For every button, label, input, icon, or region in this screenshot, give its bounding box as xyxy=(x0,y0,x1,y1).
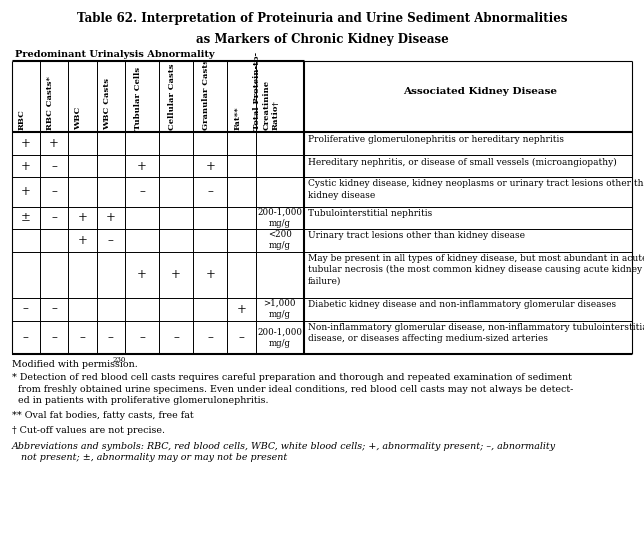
Text: Diabetic kidney disease and non-inflammatory glomerular diseases: Diabetic kidney disease and non-inflamma… xyxy=(308,300,616,309)
Text: Tubular Cells: Tubular Cells xyxy=(134,67,142,130)
Text: +: + xyxy=(171,268,181,281)
Text: May be present in all types of kidney disease, but most abundant in acute
tubula: May be present in all types of kidney di… xyxy=(308,254,644,285)
Text: WBC: WBC xyxy=(75,106,82,130)
Text: –: – xyxy=(238,331,245,344)
Text: –: – xyxy=(51,212,57,224)
Text: –: – xyxy=(139,331,145,344)
Text: Associated Kidney Disease: Associated Kidney Disease xyxy=(402,87,557,96)
Text: Abbreviations and symbols: RBC, red blood cells, WBC, white blood cells; +, abno: Abbreviations and symbols: RBC, red bloo… xyxy=(12,442,556,462)
Text: Predominant Urinalysis Abnormality: Predominant Urinalysis Abnormality xyxy=(15,50,214,59)
Text: +: + xyxy=(236,302,247,316)
Text: +: + xyxy=(205,160,215,173)
Text: +: + xyxy=(21,160,31,173)
Text: Urinary tract lesions other than kidney disease: Urinary tract lesions other than kidney … xyxy=(308,231,525,240)
Text: WBC Casts: WBC Casts xyxy=(103,78,111,130)
Text: 200-1,000
mg/g: 200-1,000 mg/g xyxy=(258,328,302,347)
Text: –: – xyxy=(207,331,213,344)
Text: +: + xyxy=(49,137,59,150)
Text: * Detection of red blood cell casts requires careful preparation and thorough an: * Detection of red blood cell casts requ… xyxy=(12,373,573,405)
Text: –: – xyxy=(173,331,179,344)
Text: –: – xyxy=(51,185,57,199)
Text: >1,000
mg/g: >1,000 mg/g xyxy=(263,299,296,319)
Text: –: – xyxy=(51,331,57,344)
Text: Table 62. Interpretation of Proteinuria and Urine Sediment Abnormalities: Table 62. Interpretation of Proteinuria … xyxy=(77,12,567,25)
Text: ±: ± xyxy=(21,212,31,224)
Text: Cystic kidney disease, kidney neoplasms or urinary tract lesions other than
kidn: Cystic kidney disease, kidney neoplasms … xyxy=(308,179,644,200)
Text: –: – xyxy=(23,331,29,344)
Text: +: + xyxy=(137,160,147,173)
Text: +: + xyxy=(21,185,31,199)
Text: as Markers of Chronic Kidney Disease: as Markers of Chronic Kidney Disease xyxy=(196,33,448,46)
Text: –: – xyxy=(51,160,57,173)
Text: Fat**: Fat** xyxy=(234,106,242,130)
Text: Granular Casts: Granular Casts xyxy=(202,59,210,130)
Text: Proliferative glomerulonephritis or hereditary nephritis: Proliferative glomerulonephritis or here… xyxy=(308,135,564,143)
Text: –: – xyxy=(108,331,114,344)
Text: Modified with permission.: Modified with permission. xyxy=(12,360,137,369)
Text: RBC: RBC xyxy=(18,109,26,130)
Text: –: – xyxy=(23,302,29,316)
Text: Non-inflammatory glomerular disease, non-inflammatory tubulointerstitial
disease: Non-inflammatory glomerular disease, non… xyxy=(308,323,644,343)
Text: +: + xyxy=(137,268,147,281)
Text: +: + xyxy=(106,212,116,224)
Text: Cellular Casts: Cellular Casts xyxy=(168,63,176,130)
Text: RBC Casts*: RBC Casts* xyxy=(46,76,54,130)
Text: +: + xyxy=(77,212,88,224)
Text: Total Protein-to-
Creatinine
Ratio†: Total Protein-to- Creatinine Ratio† xyxy=(254,51,279,130)
Text: 230: 230 xyxy=(112,356,126,364)
Text: Tubulointerstitial nephritis: Tubulointerstitial nephritis xyxy=(308,209,432,218)
Text: –: – xyxy=(108,234,114,247)
Text: +: + xyxy=(77,234,88,247)
Text: –: – xyxy=(207,185,213,199)
Text: † Cut-off values are not precise.: † Cut-off values are not precise. xyxy=(12,426,165,434)
Text: –: – xyxy=(139,185,145,199)
Text: +: + xyxy=(205,268,215,281)
Text: Hereditary nephritis, or disease of small vessels (microangiopathy): Hereditary nephritis, or disease of smal… xyxy=(308,158,616,167)
Text: <200
mg/g: <200 mg/g xyxy=(268,230,292,251)
Text: –: – xyxy=(51,302,57,316)
Text: 200-1,000
mg/g: 200-1,000 mg/g xyxy=(258,208,302,228)
Text: ** Oval fat bodies, fatty casts, free fat: ** Oval fat bodies, fatty casts, free fa… xyxy=(12,411,193,420)
Text: +: + xyxy=(21,137,31,150)
Text: –: – xyxy=(79,331,86,344)
